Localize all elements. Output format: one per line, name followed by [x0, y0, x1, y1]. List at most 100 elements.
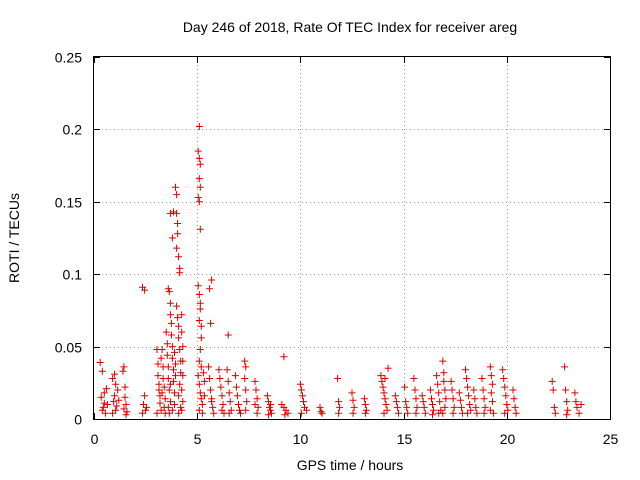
- data-point: [411, 386, 419, 394]
- data-point: [377, 372, 385, 380]
- data-point: [335, 398, 343, 406]
- data-point: [166, 398, 174, 406]
- data-point: [200, 377, 208, 385]
- data-point: [242, 406, 250, 414]
- data-point: [175, 253, 183, 261]
- data-point: [166, 209, 174, 217]
- data-point: [140, 401, 147, 408]
- data-point: [362, 406, 370, 414]
- data-point: [225, 409, 233, 417]
- data-point: [172, 360, 179, 368]
- data-point: [122, 411, 130, 419]
- y-tick-labels: 0 0.05 0.1 0.15 0.2 0.25: [55, 50, 82, 428]
- data-point: [421, 409, 429, 417]
- data-point: [449, 409, 457, 417]
- data-point: [251, 401, 259, 408]
- data-point: [501, 409, 509, 417]
- data-point: [175, 392, 183, 400]
- data-point: [233, 392, 241, 400]
- data-point: [197, 363, 205, 371]
- data-point: [488, 398, 496, 406]
- data-point: [563, 398, 571, 406]
- data-point: [442, 395, 450, 403]
- data-point: [360, 395, 368, 403]
- data-point: [473, 409, 481, 417]
- data-point: [195, 154, 203, 162]
- data-point: [210, 409, 218, 417]
- data-point: [237, 409, 244, 417]
- data-point: [281, 411, 289, 419]
- x-tick-label: 10: [293, 431, 309, 447]
- data-point: [197, 395, 205, 403]
- data-point: [439, 357, 447, 365]
- data-point: [561, 363, 569, 371]
- data-point: [206, 375, 214, 382]
- data-point: [548, 377, 556, 385]
- data-point: [175, 409, 183, 417]
- data-point: [164, 285, 172, 293]
- data-point: [381, 375, 389, 382]
- data-point: [440, 377, 448, 385]
- data-point: [224, 331, 232, 339]
- data-point: [441, 386, 449, 394]
- data-point: [410, 375, 418, 382]
- data-point: [471, 395, 479, 403]
- data-point: [196, 225, 204, 233]
- data-point: [168, 406, 176, 414]
- data-point: [199, 369, 207, 377]
- data-point: [241, 357, 249, 365]
- data-point: [380, 389, 388, 397]
- data-point: [280, 353, 288, 361]
- data-point: [163, 351, 171, 359]
- x-tick-label: 20: [500, 431, 516, 447]
- data-point: [284, 409, 292, 417]
- data-point: [384, 364, 392, 372]
- data-point: [465, 392, 473, 400]
- data-point: [464, 383, 472, 391]
- data-point: [139, 409, 146, 417]
- data-point: [160, 383, 168, 391]
- data-point: [165, 409, 173, 417]
- data-point: [481, 403, 489, 411]
- data-point: [252, 386, 260, 394]
- data-point: [470, 386, 478, 394]
- data-point: [489, 409, 497, 417]
- data-point: [154, 372, 162, 380]
- data-point: [196, 183, 204, 191]
- data-point: [196, 160, 204, 168]
- data-point: [251, 377, 259, 385]
- data-point: [155, 386, 163, 394]
- data-point: [170, 377, 177, 385]
- data-point: [206, 285, 214, 293]
- data-point: [161, 395, 169, 403]
- data-point: [235, 401, 242, 408]
- data-point: [215, 366, 223, 374]
- data-point: [241, 375, 249, 382]
- data-point: [449, 395, 457, 403]
- x-tick-label: 15: [397, 431, 413, 447]
- data-point: [196, 389, 204, 397]
- data-point: [316, 403, 324, 411]
- data-point: [163, 340, 171, 348]
- data-point: [171, 348, 178, 356]
- data-point: [208, 276, 216, 284]
- data-point: [549, 386, 557, 394]
- data-point: [435, 389, 443, 397]
- data-point: [426, 386, 434, 394]
- chart-title: Day 246 of 2018, Rate Of TEC Index for r…: [183, 19, 517, 35]
- data-point: [176, 346, 184, 353]
- data-point: [170, 208, 177, 216]
- data-point: [394, 409, 402, 417]
- data-point: [178, 386, 186, 394]
- data-point: [164, 403, 172, 411]
- data-point: [207, 386, 215, 394]
- data-point: [166, 311, 174, 319]
- data-point: [226, 398, 234, 406]
- data-point: [467, 406, 475, 414]
- data-point: [168, 343, 176, 351]
- data-point: [502, 392, 510, 400]
- data-point: [196, 346, 204, 353]
- data-point: [318, 409, 326, 417]
- y-tick-label: 0.05: [55, 340, 82, 356]
- data-point: [218, 392, 226, 400]
